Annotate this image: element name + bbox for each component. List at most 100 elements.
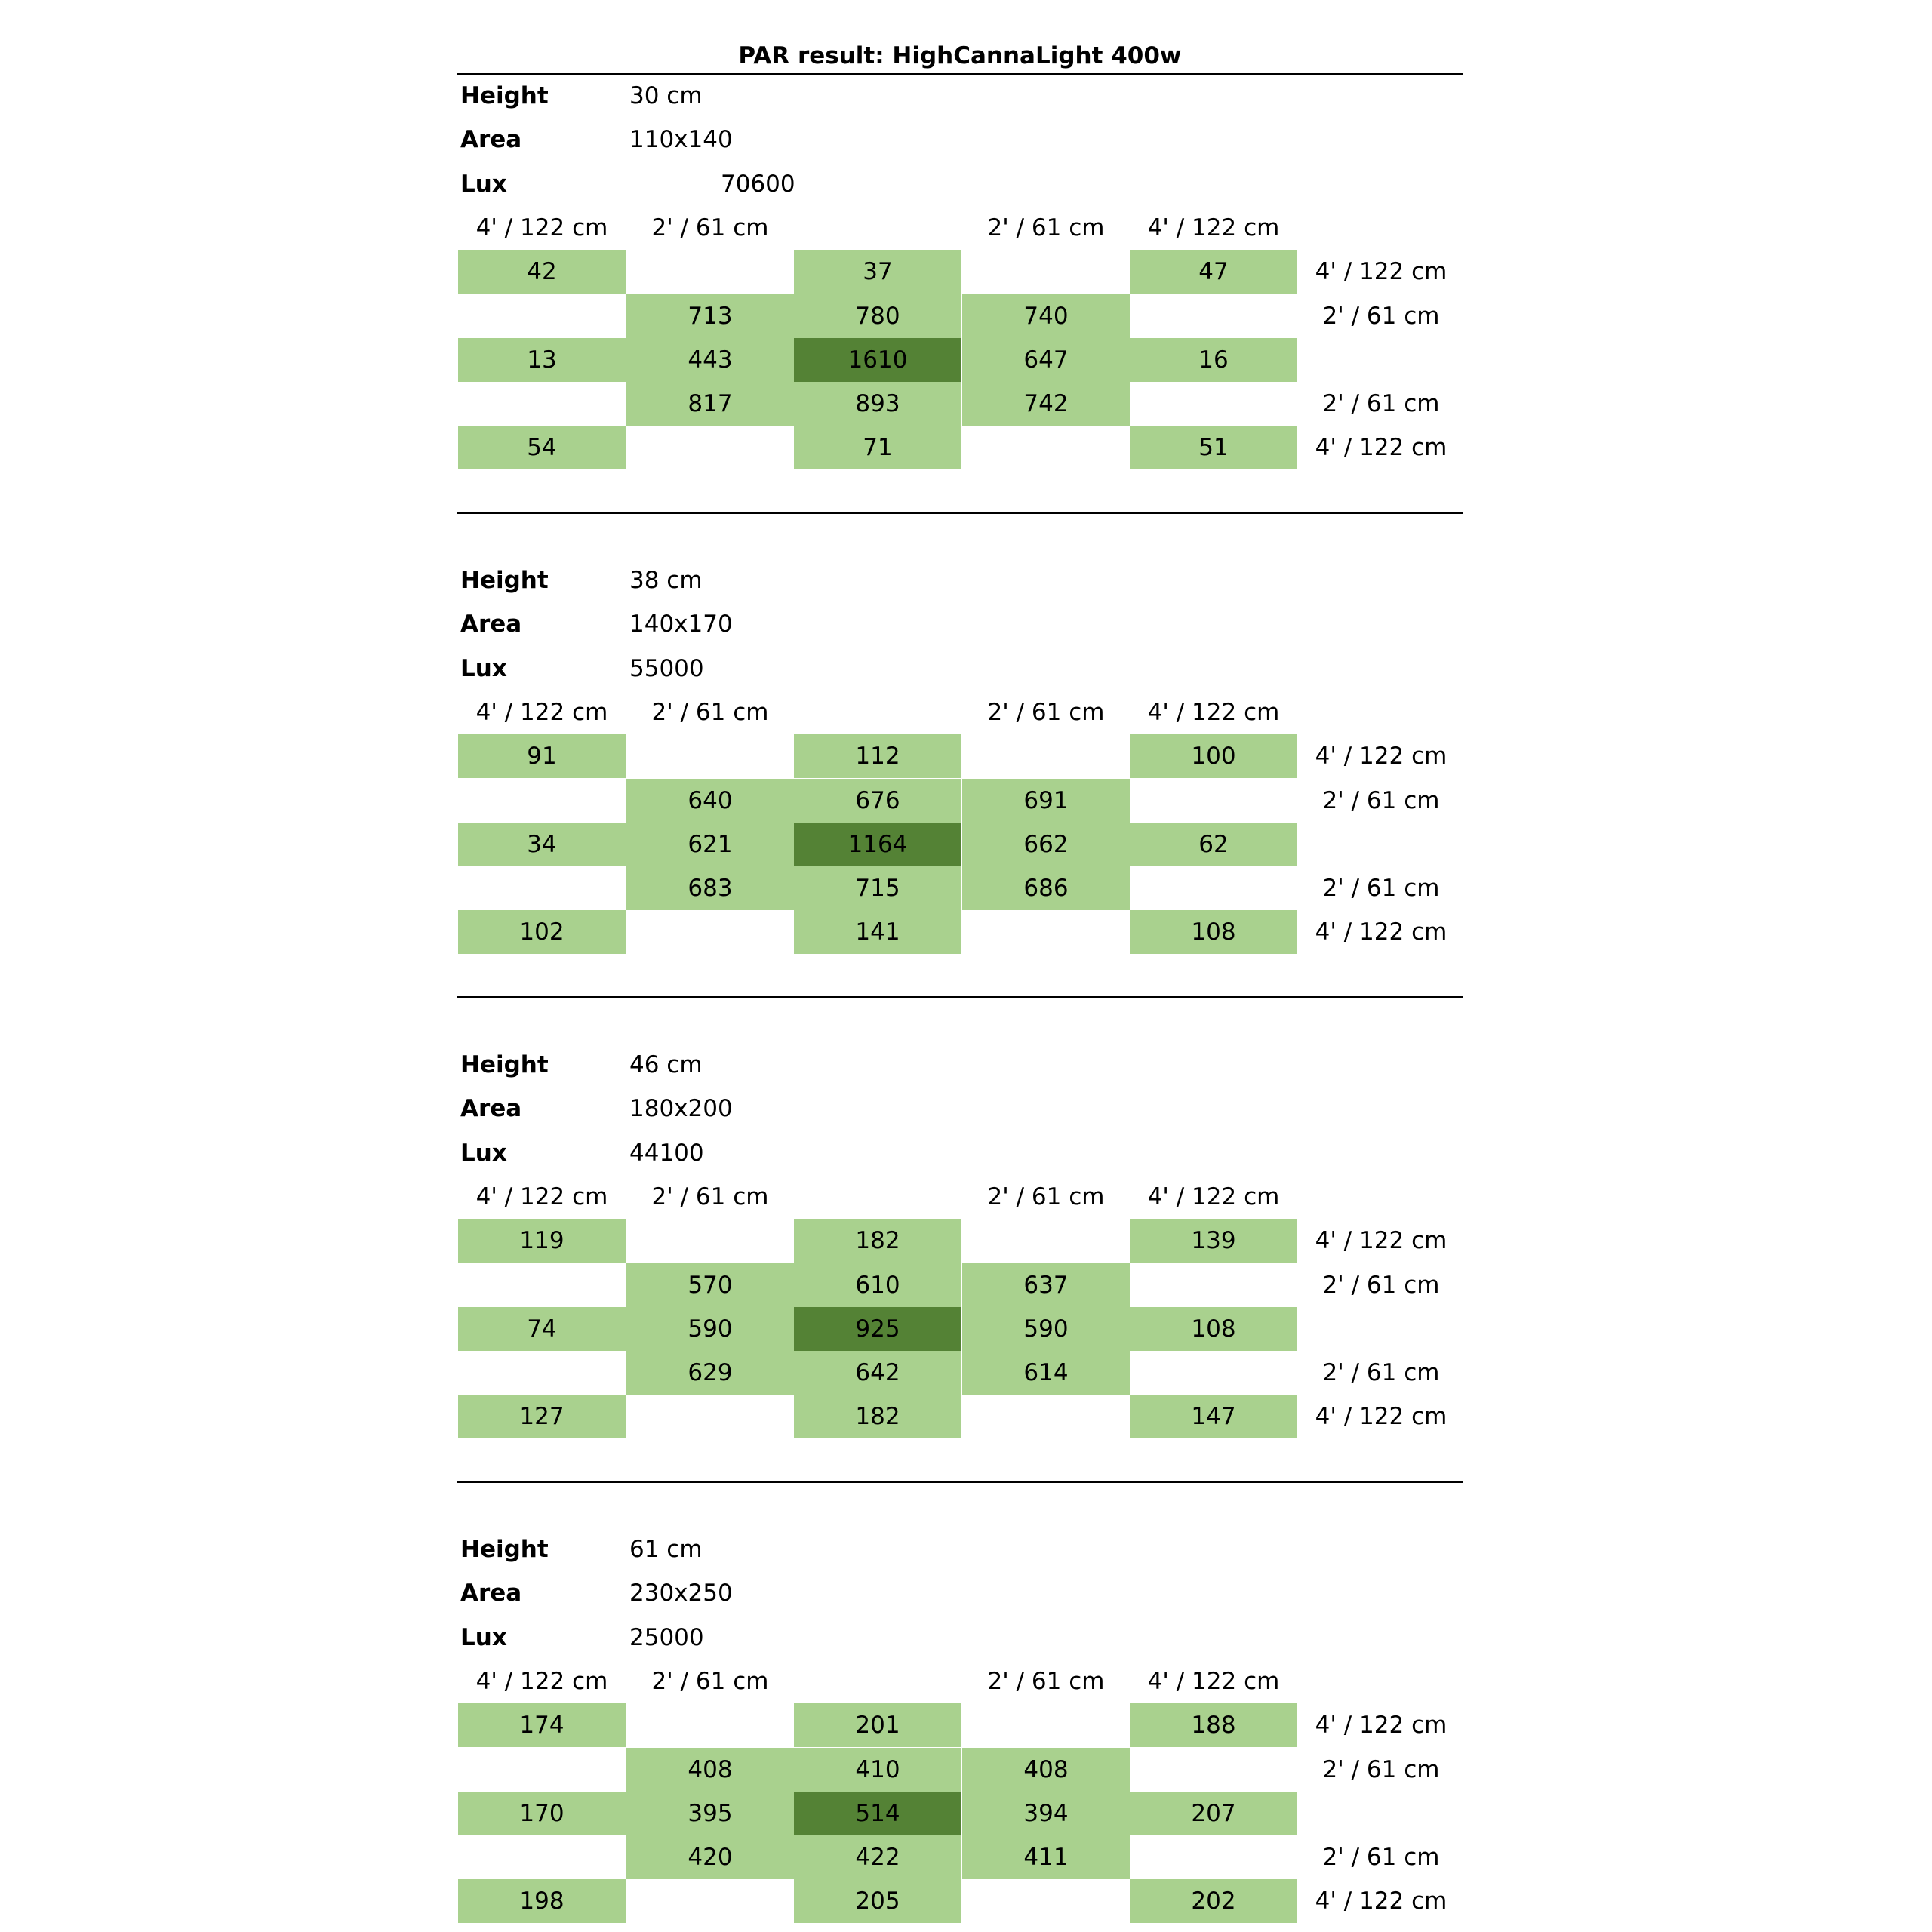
col-label-right-4ft: 4' / 122 cm	[1147, 214, 1280, 242]
row-label-2ft: 2' / 61 cm	[1322, 875, 1440, 903]
par-cell-center: 514	[794, 1791, 961, 1835]
par-cell: 174	[458, 1703, 626, 1748]
col-label-left-4ft: 4' / 122 cm	[475, 1183, 608, 1211]
col-label-right-4ft: 4' / 122 cm	[1147, 1667, 1280, 1695]
col-label-left-4ft: 4' / 122 cm	[475, 1667, 608, 1695]
par-cell: 420	[626, 1835, 794, 1880]
col-label-right-2ft: 2' / 61 cm	[987, 698, 1105, 726]
lux-label: Lux	[460, 170, 507, 198]
section-divider	[457, 996, 1463, 998]
par-section: Height 30 cm Area 110x140 Lux 70600 4' / 122 c…	[0, 0, 1932, 483]
par-cell: 570	[626, 1263, 794, 1307]
par-cell: 182	[794, 1395, 961, 1439]
par-cell: 108	[1130, 910, 1297, 955]
par-cell: 590	[626, 1306, 794, 1351]
section-divider	[457, 512, 1463, 514]
par-cell: 74	[458, 1306, 626, 1351]
par-cell: 610	[794, 1263, 961, 1307]
par-section: Height 46 cm Area 180x200 Lux 44100 4' / 122 c…	[0, 0, 1932, 1439]
par-cell: 62	[1130, 822, 1297, 866]
par-cell: 740	[962, 294, 1130, 338]
par-cell: 198	[458, 1879, 626, 1924]
par-cell: 817	[626, 382, 794, 426]
area-label: Area	[460, 1095, 522, 1123]
height-label: Height	[460, 82, 549, 109]
par-cell: 54	[458, 426, 626, 470]
row-label-2ft: 2' / 61 cm	[1322, 786, 1440, 814]
lux-value: 25000	[629, 1623, 704, 1651]
lux-label: Lux	[460, 1139, 507, 1167]
par-cell-center: 1164	[794, 822, 961, 866]
par-cell: 614	[962, 1351, 1130, 1395]
par-cell: 621	[626, 822, 794, 866]
par-cell: 141	[794, 910, 961, 955]
par-cell: 408	[626, 1747, 794, 1792]
section-divider	[457, 1481, 1463, 1483]
par-cell: 637	[962, 1263, 1130, 1307]
row-label-4ft: 4' / 122 cm	[1315, 1227, 1447, 1255]
par-cell: 147	[1130, 1395, 1297, 1439]
col-label-right-4ft: 4' / 122 cm	[1147, 1183, 1280, 1211]
par-cell: 395	[626, 1791, 794, 1835]
height-label: Height	[460, 1536, 549, 1563]
par-cell: 201	[794, 1703, 961, 1748]
row-label-2ft: 2' / 61 cm	[1322, 1271, 1440, 1299]
row-label-4ft: 4' / 122 cm	[1315, 918, 1447, 946]
height-value: 38 cm	[629, 567, 703, 594]
row-label-4ft: 4' / 122 cm	[1315, 743, 1447, 771]
par-cell-center: 1610	[794, 337, 961, 382]
area-value: 180x200	[629, 1095, 733, 1123]
par-cell: 715	[794, 866, 961, 911]
row-label-2ft: 2' / 61 cm	[1322, 1844, 1440, 1872]
height-value: 46 cm	[629, 1051, 703, 1078]
par-cell: 443	[626, 337, 794, 382]
height-label: Height	[460, 1051, 549, 1078]
par-cell: 37	[794, 250, 961, 294]
par-cell: 47	[1130, 250, 1297, 294]
col-label-left-2ft: 2' / 61 cm	[651, 1183, 769, 1211]
lux-value: 55000	[629, 654, 704, 682]
par-cell: 182	[794, 1219, 961, 1263]
row-label-4ft: 4' / 122 cm	[1315, 258, 1447, 286]
par-section: Height 38 cm Area 140x170 Lux 55000 4' / 122 c…	[0, 0, 1932, 955]
par-cell: 422	[794, 1835, 961, 1880]
col-label-right-2ft: 2' / 61 cm	[987, 214, 1105, 242]
height-label: Height	[460, 567, 549, 594]
par-cell: 119	[458, 1219, 626, 1263]
par-cell: 51	[1130, 426, 1297, 470]
par-cell: 411	[962, 1835, 1130, 1880]
par-cell: 780	[794, 294, 961, 338]
col-label-right-2ft: 2' / 61 cm	[987, 1667, 1105, 1695]
col-label-left-2ft: 2' / 61 cm	[651, 1667, 769, 1695]
par-cell: 686	[962, 866, 1130, 911]
par-cell: 71	[794, 426, 961, 470]
par-cell: 742	[962, 382, 1130, 426]
row-label-2ft: 2' / 61 cm	[1322, 302, 1440, 330]
par-cell: 408	[962, 1747, 1130, 1792]
row-label-4ft: 4' / 122 cm	[1315, 1403, 1447, 1431]
par-cell: 13	[458, 337, 626, 382]
par-cell: 207	[1130, 1791, 1297, 1835]
row-label-2ft: 2' / 61 cm	[1322, 390, 1440, 418]
par-cell: 127	[458, 1395, 626, 1439]
lux-label: Lux	[460, 654, 507, 682]
page-title: PAR result: HighCannaLight 400w	[738, 42, 1182, 69]
row-label-4ft: 4' / 122 cm	[1315, 434, 1447, 462]
lux-label: Lux	[460, 1623, 507, 1651]
par-cell-center: 925	[794, 1306, 961, 1351]
lux-value: 44100	[629, 1139, 704, 1167]
row-label-2ft: 2' / 61 cm	[1322, 1359, 1440, 1387]
par-cell: 691	[962, 778, 1130, 823]
height-value: 30 cm	[629, 82, 703, 109]
lux-value: 70600	[721, 170, 795, 198]
area-value: 110x140	[629, 126, 733, 154]
par-cell: 640	[626, 778, 794, 823]
area-value: 140x170	[629, 611, 733, 638]
par-cell: 102	[458, 910, 626, 955]
area-value: 230x250	[629, 1580, 733, 1607]
area-label: Area	[460, 1580, 522, 1607]
par-cell: 683	[626, 866, 794, 911]
col-label-left-2ft: 2' / 61 cm	[651, 698, 769, 726]
